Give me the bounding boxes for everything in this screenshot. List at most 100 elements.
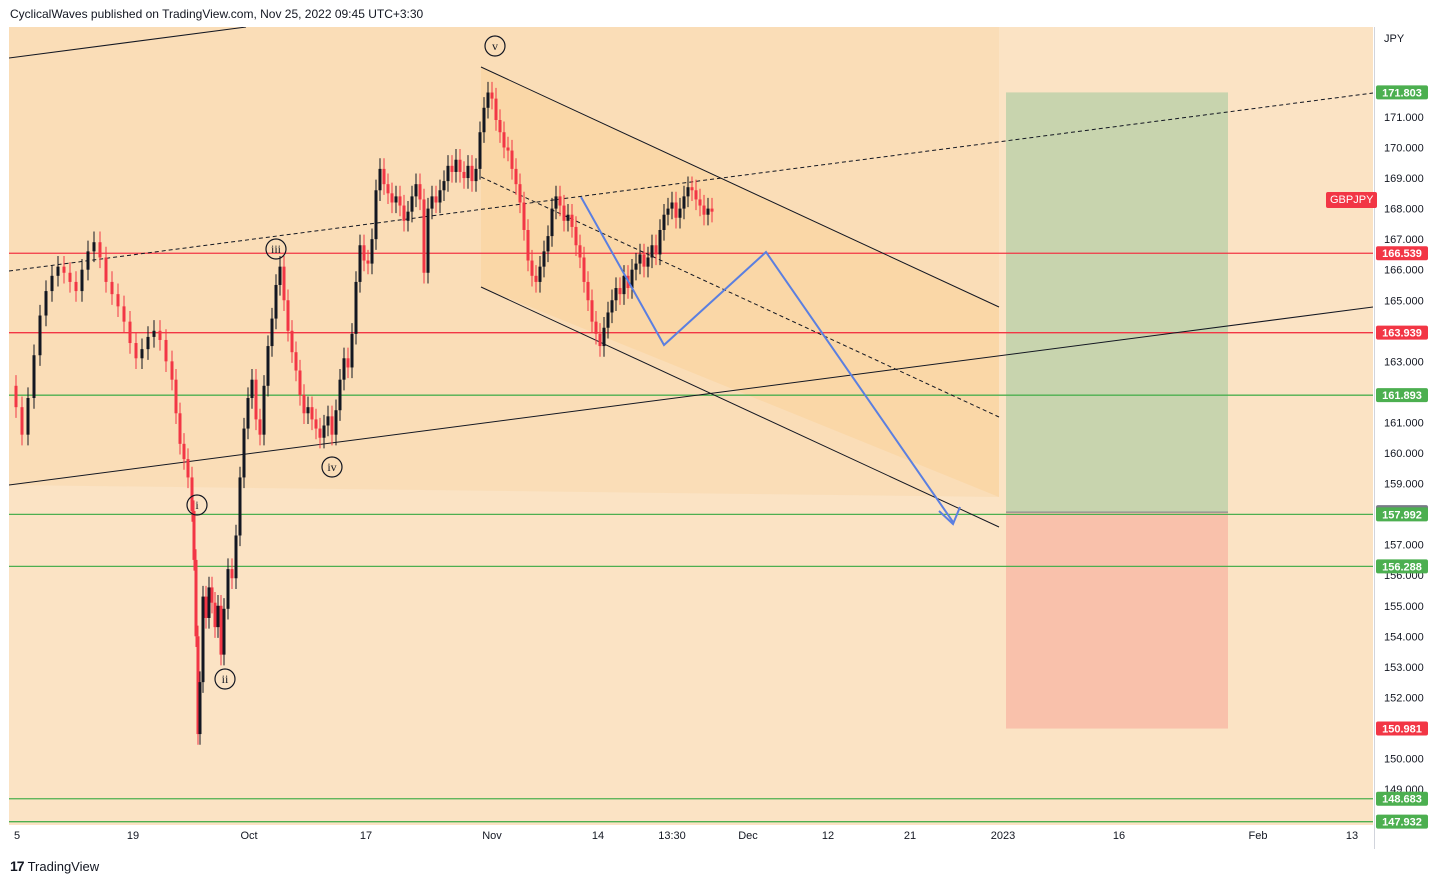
- candle-body: [570, 214, 574, 227]
- time-tick-label: 19: [127, 830, 139, 842]
- price-level-badge-text: 166.539: [1382, 248, 1422, 260]
- candle-body: [382, 168, 386, 185]
- wave-label-text: iv: [327, 460, 336, 474]
- candle-body: [702, 205, 706, 215]
- candle-body: [650, 245, 654, 258]
- candle-body: [470, 165, 474, 182]
- candle-body: [92, 242, 96, 252]
- candle-body: [430, 196, 434, 209]
- wave-label-text: ii: [222, 672, 229, 686]
- candle-body: [134, 343, 138, 359]
- candle-body: [474, 168, 478, 182]
- candle-body: [342, 358, 346, 380]
- candle-body: [158, 330, 162, 340]
- candle-body: [630, 269, 634, 289]
- candle-body: [658, 229, 662, 255]
- wave-label-iii: iii: [265, 238, 287, 260]
- candle-body: [706, 208, 710, 215]
- time-axis[interactable]: 5 19 Oct 17 Nov 14 13:30 Dec 12 21 2023 16 Feb 13: [9, 825, 1374, 849]
- candle-body: [238, 477, 242, 536]
- candle-body: [318, 428, 322, 438]
- candle-body: [104, 257, 108, 282]
- price-level-badge-3: [1376, 388, 1428, 403]
- candle-body: [178, 413, 182, 444]
- candle-body: [418, 184, 422, 200]
- candle-body: [282, 266, 286, 301]
- projection-path: [580, 196, 954, 523]
- candle-body: [174, 379, 178, 414]
- price-tick-label: 163.000: [1384, 356, 1424, 368]
- candle-body: [618, 288, 622, 295]
- price-level-badge-2: [1376, 325, 1428, 340]
- candle-body: [207, 587, 211, 618]
- candle-body: [426, 208, 430, 273]
- candle-body: [654, 245, 658, 255]
- candle-body: [270, 318, 274, 347]
- price-tick-label: 157.000: [1384, 540, 1424, 552]
- price-level-badge-text: 157.992: [1382, 509, 1422, 521]
- candle-body: [362, 245, 366, 261]
- candle-body: [140, 349, 144, 359]
- candle-body: [542, 251, 546, 267]
- candle-body: [518, 184, 522, 203]
- candle-body: [322, 425, 326, 438]
- candle-body: [86, 251, 90, 270]
- price-axis[interactable]: 171.000 170.000 169.000 168.000 167.000 166.0…: [1374, 27, 1437, 849]
- candle-body: [286, 300, 290, 331]
- candle-body: [98, 242, 102, 258]
- price-level-badge-text: 171.803: [1382, 87, 1422, 99]
- candle-body: [510, 150, 514, 169]
- candle-body: [170, 361, 174, 380]
- candle-body: [694, 190, 698, 200]
- candle-body: [50, 275, 54, 292]
- candle-body: [698, 199, 702, 206]
- currency-label: JPY: [1384, 33, 1405, 45]
- candle-body: [152, 330, 156, 337]
- descending-channel-bottom: [480, 286, 1000, 528]
- candle-body: [302, 394, 306, 414]
- candle-body: [346, 358, 350, 368]
- candle-body: [646, 257, 650, 267]
- candle-body: [610, 300, 614, 313]
- candle-body: [110, 281, 114, 295]
- candle-body: [482, 107, 486, 133]
- candle-body: [56, 266, 60, 276]
- candle-body: [534, 275, 538, 282]
- candle-body: [526, 229, 530, 261]
- candle-body: [502, 132, 506, 148]
- time-tick-label: 16: [1113, 830, 1125, 842]
- time-tick-label: 5: [14, 830, 20, 842]
- candle-body: [234, 535, 238, 579]
- candle-body: [390, 193, 394, 203]
- candle-body: [566, 214, 570, 221]
- candle-body: [554, 196, 558, 209]
- candle-body: [274, 284, 278, 319]
- price-axis-svg: 171.000 170.000 169.000 168.000 167.000 166.0…: [1376, 85, 1428, 829]
- price-tick-label: 171.000: [1384, 112, 1424, 124]
- candle-body: [690, 187, 694, 191]
- upper-dashed-trendline: [9, 92, 1373, 272]
- tradingview-logo-icon: 17: [10, 858, 25, 874]
- candle-body: [454, 159, 458, 172]
- candle-body: [128, 321, 132, 344]
- candle-body: [486, 92, 490, 108]
- wave-label-text: v: [492, 39, 498, 53]
- price-tick-label: 161.000: [1384, 417, 1424, 429]
- candle-body: [458, 159, 462, 172]
- candle-body: [622, 275, 626, 295]
- chart-plot-area[interactable]: i ii iii iv v: [9, 27, 1373, 849]
- candle-body: [406, 211, 410, 221]
- price-tick-label: 160.000: [1384, 448, 1424, 460]
- candle-body: [530, 260, 534, 276]
- price-tick-label: 167.000: [1384, 234, 1424, 246]
- candle-body: [242, 428, 246, 478]
- candle-body: [546, 236, 550, 252]
- time-tick-label: Oct: [240, 830, 257, 842]
- time-tick-label: 13: [1346, 830, 1358, 842]
- candle-body: [201, 596, 205, 683]
- candle-body: [590, 300, 594, 322]
- candle-body: [358, 245, 362, 282]
- wave-label-v: v: [484, 35, 506, 57]
- candle-body: [662, 214, 666, 230]
